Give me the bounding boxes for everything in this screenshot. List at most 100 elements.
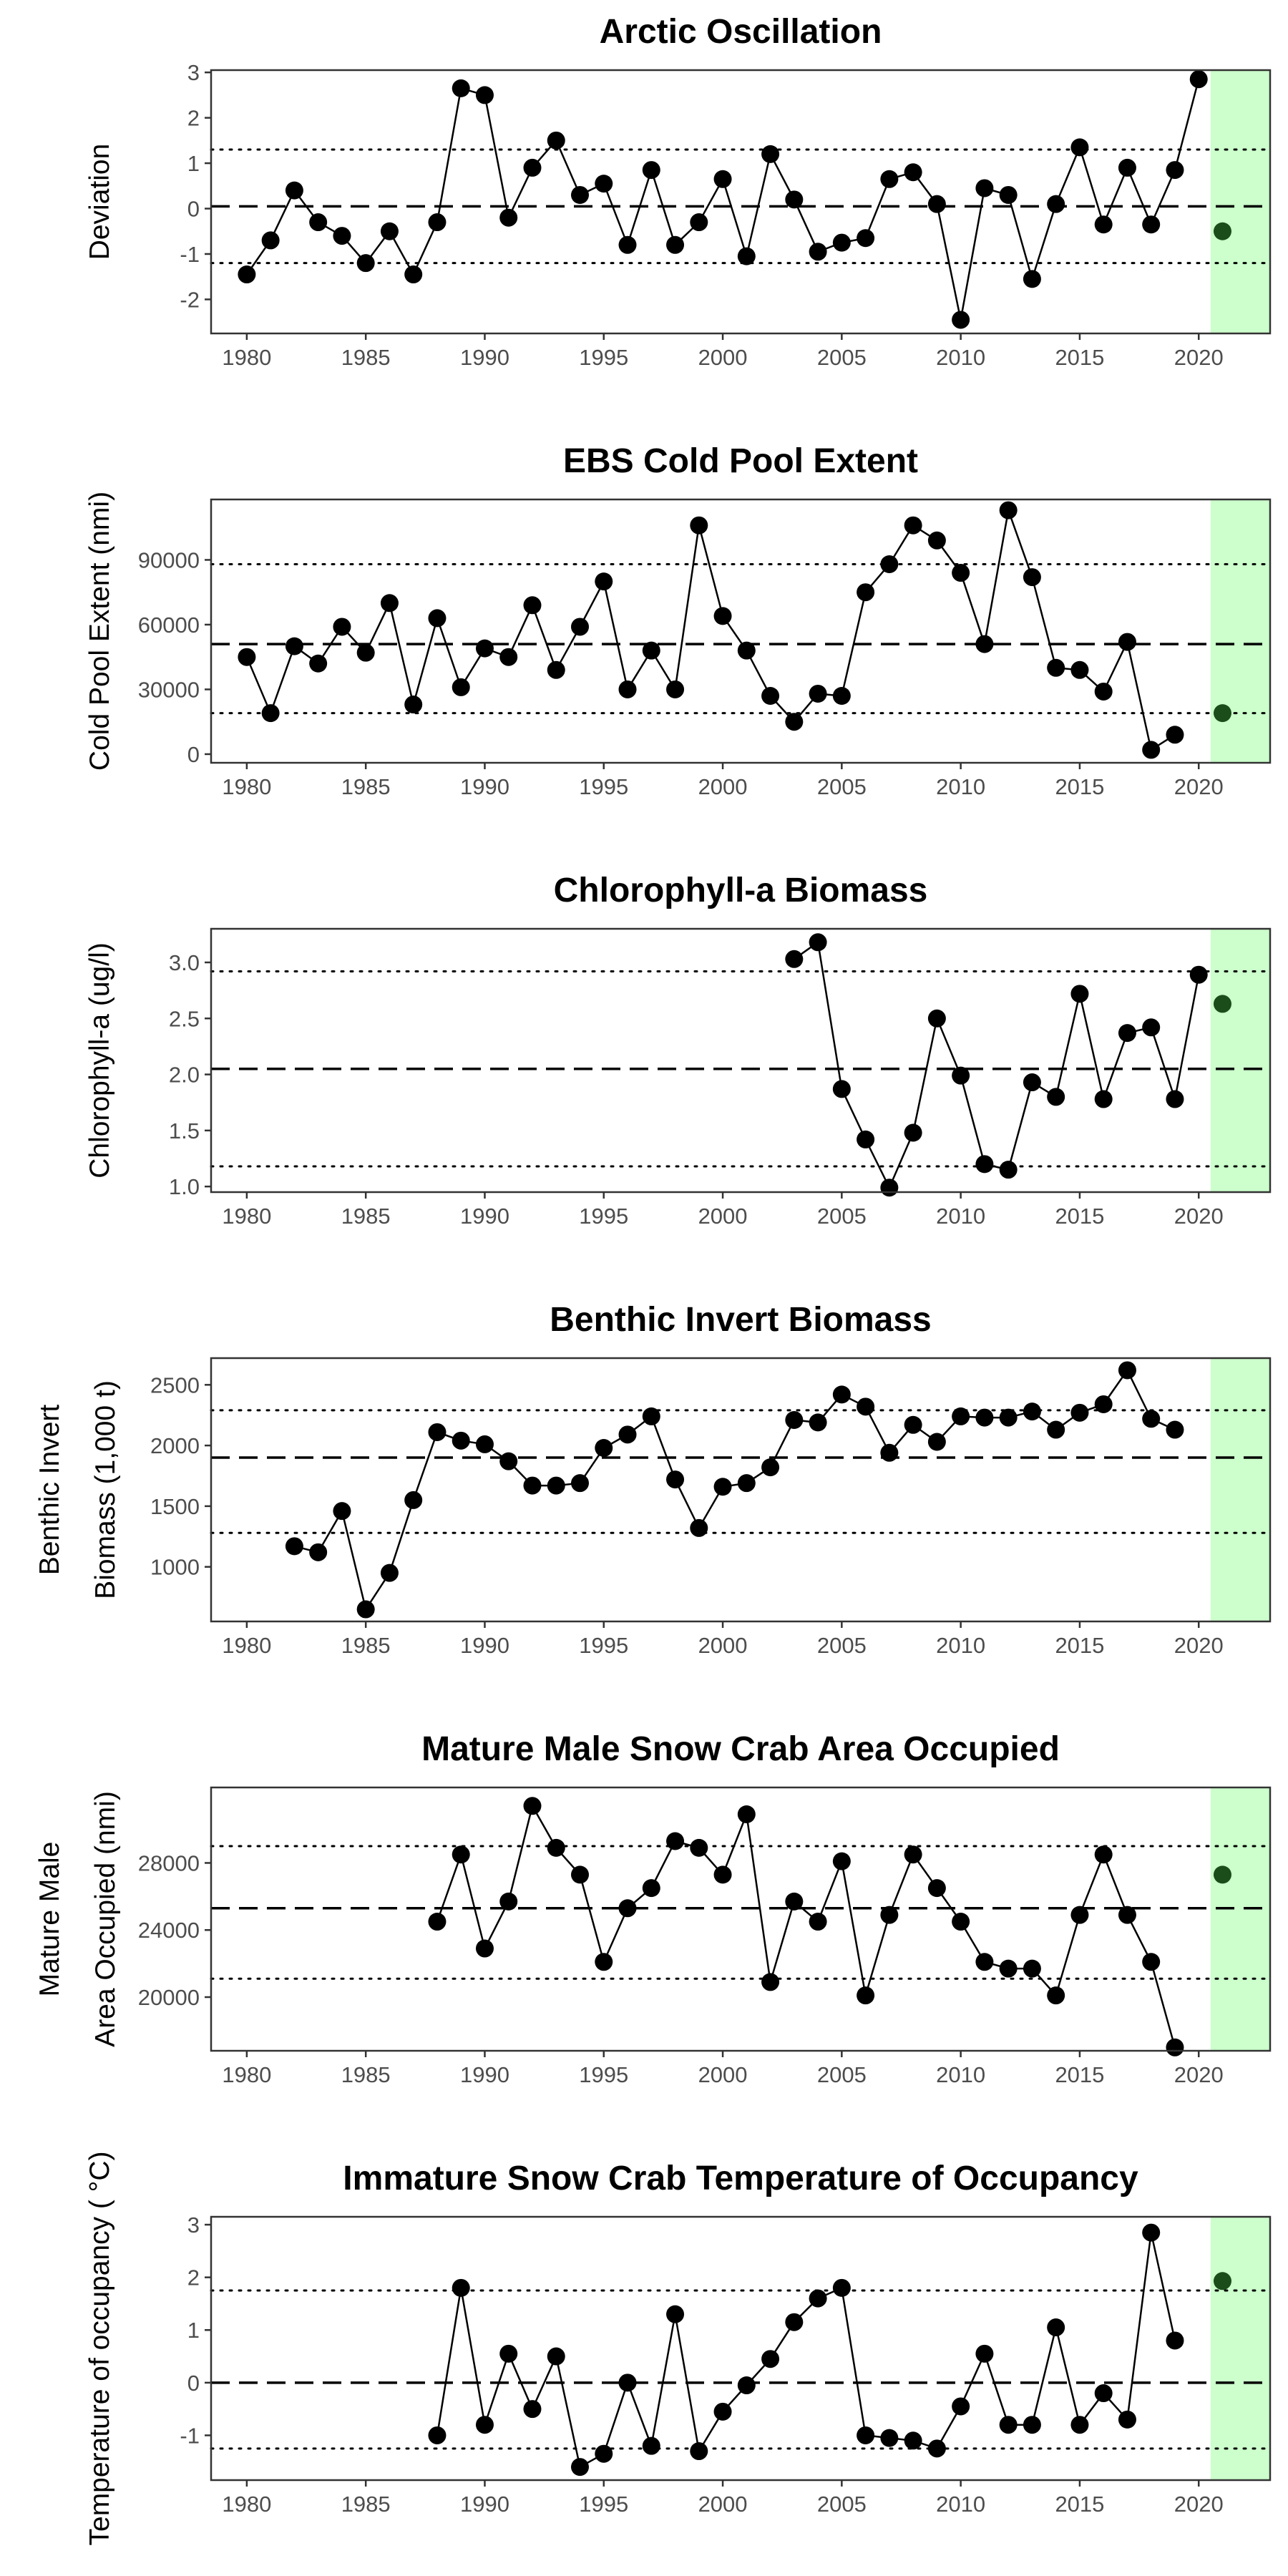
data-point bbox=[666, 1470, 685, 1489]
data-point bbox=[571, 1865, 590, 1884]
data-point bbox=[1142, 1018, 1161, 1037]
x-tick-label: 1980 bbox=[222, 345, 271, 370]
y-tick-label: 1000 bbox=[150, 1555, 200, 1580]
data-point bbox=[1094, 1090, 1113, 1108]
data-point bbox=[809, 1913, 827, 1931]
x-tick-label: 1990 bbox=[460, 2062, 509, 2087]
data-point bbox=[428, 2426, 447, 2444]
x-tick-label: 2020 bbox=[1174, 2492, 1224, 2517]
data-point bbox=[832, 1385, 851, 1404]
highlight-data-point bbox=[1213, 995, 1231, 1013]
y-tick-label: 0 bbox=[187, 2371, 200, 2396]
data-point bbox=[1070, 2416, 1089, 2434]
chart-panel: 1980 1985 1990 1995 2000 2005 2010 2015 2020 0 300… bbox=[84, 442, 1272, 799]
y-tick-label: 24000 bbox=[138, 1918, 200, 1943]
data-point bbox=[832, 2278, 851, 2297]
data-point bbox=[618, 235, 637, 254]
x-tick-label: 1985 bbox=[341, 345, 391, 370]
x-tick-label: 1990 bbox=[460, 1633, 509, 1658]
data-point bbox=[1023, 2416, 1041, 2434]
highlight-band bbox=[1210, 929, 1270, 1192]
data-point bbox=[1166, 1420, 1184, 1439]
data-point bbox=[571, 185, 590, 204]
y-tick-label: 1.0 bbox=[169, 1174, 200, 1199]
y-tick-label: 20000 bbox=[138, 1985, 200, 2010]
plot-border bbox=[210, 1786, 1272, 2052]
chart-panel: 1980 1985 1990 1995 2000 2005 2010 2015 2020 -2 -1… bbox=[84, 13, 1272, 370]
data-point bbox=[499, 1452, 518, 1470]
data-point bbox=[428, 1913, 447, 1931]
data-point bbox=[809, 243, 827, 261]
x-tick-label: 2010 bbox=[936, 2492, 985, 2517]
data-point bbox=[1070, 138, 1089, 157]
y-axis-label: Temperature of occupancy ( °C) bbox=[84, 2152, 115, 2546]
data-point bbox=[1023, 1959, 1041, 1978]
data-point bbox=[356, 1600, 375, 1619]
data-point bbox=[642, 1407, 660, 1425]
y-axis-label: Cold Pool Extent (nmi) bbox=[84, 492, 115, 771]
data-point bbox=[380, 1563, 399, 1582]
data-point bbox=[857, 583, 875, 602]
x-tick-label: 2015 bbox=[1055, 774, 1104, 799]
data-point bbox=[1094, 682, 1113, 701]
y-axis-label: Chlorophyll-a (ug/l) bbox=[84, 942, 115, 1178]
data-point bbox=[785, 1410, 804, 1429]
data-point bbox=[713, 2402, 732, 2421]
highlight-data-point bbox=[1213, 2272, 1231, 2290]
y-axis-label: Biomass (1,000 t) bbox=[90, 1380, 121, 1599]
data-point bbox=[952, 1913, 970, 1931]
data-point bbox=[285, 1537, 303, 1556]
y-tick-label: 3 bbox=[187, 2212, 200, 2238]
data-point bbox=[952, 311, 970, 329]
y-tick-label: 2000 bbox=[150, 1433, 200, 1458]
data-point bbox=[595, 1953, 613, 1971]
x-tick-label: 2010 bbox=[936, 1204, 985, 1229]
data-point bbox=[857, 229, 875, 248]
data-point bbox=[618, 1425, 637, 1444]
y-tick-label: 1 bbox=[187, 2318, 200, 2343]
data-point bbox=[713, 1865, 732, 1884]
data-point bbox=[666, 235, 685, 254]
data-point bbox=[642, 1879, 660, 1898]
data-point bbox=[1094, 1395, 1113, 1413]
x-tick-label: 2005 bbox=[817, 774, 867, 799]
data-point bbox=[571, 618, 590, 636]
x-tick-label: 1990 bbox=[460, 2492, 509, 2517]
panel-title: Chlorophyll-a Biomass bbox=[554, 872, 928, 909]
data-point bbox=[666, 680, 685, 698]
x-tick-label: 2010 bbox=[936, 345, 985, 370]
data-point bbox=[428, 1423, 447, 1441]
data-point bbox=[927, 531, 946, 550]
data-point bbox=[785, 713, 804, 731]
data-point bbox=[1023, 270, 1041, 288]
data-point bbox=[1118, 158, 1136, 177]
data-point bbox=[333, 618, 351, 636]
data-point bbox=[238, 265, 256, 284]
data-point bbox=[285, 637, 303, 655]
data-point bbox=[785, 2313, 804, 2331]
data-point bbox=[1070, 1906, 1089, 1924]
x-tick-label: 1985 bbox=[341, 2492, 391, 2517]
data-point bbox=[809, 684, 827, 703]
plot-border bbox=[210, 2215, 1272, 2482]
y-tick-label: 3.0 bbox=[169, 950, 200, 975]
y-tick-label: -2 bbox=[180, 287, 200, 312]
data-point bbox=[999, 1408, 1018, 1427]
y-tick-label: 90000 bbox=[138, 547, 200, 572]
x-tick-label: 2005 bbox=[817, 2492, 867, 2517]
x-tick-label: 2000 bbox=[698, 2062, 748, 2087]
data-point bbox=[666, 1832, 685, 1850]
data-point bbox=[1023, 1402, 1041, 1421]
x-tick-label: 1990 bbox=[460, 774, 509, 799]
data-point bbox=[690, 213, 708, 232]
data-point bbox=[523, 1797, 542, 1815]
data-point bbox=[1118, 2410, 1136, 2429]
data-point bbox=[1094, 215, 1113, 234]
data-point bbox=[1094, 2384, 1113, 2403]
data-point bbox=[475, 86, 494, 104]
data-point bbox=[595, 175, 613, 193]
data-point bbox=[904, 1845, 922, 1864]
data-point bbox=[999, 185, 1018, 204]
data-point bbox=[356, 254, 375, 273]
data-point bbox=[904, 163, 922, 182]
